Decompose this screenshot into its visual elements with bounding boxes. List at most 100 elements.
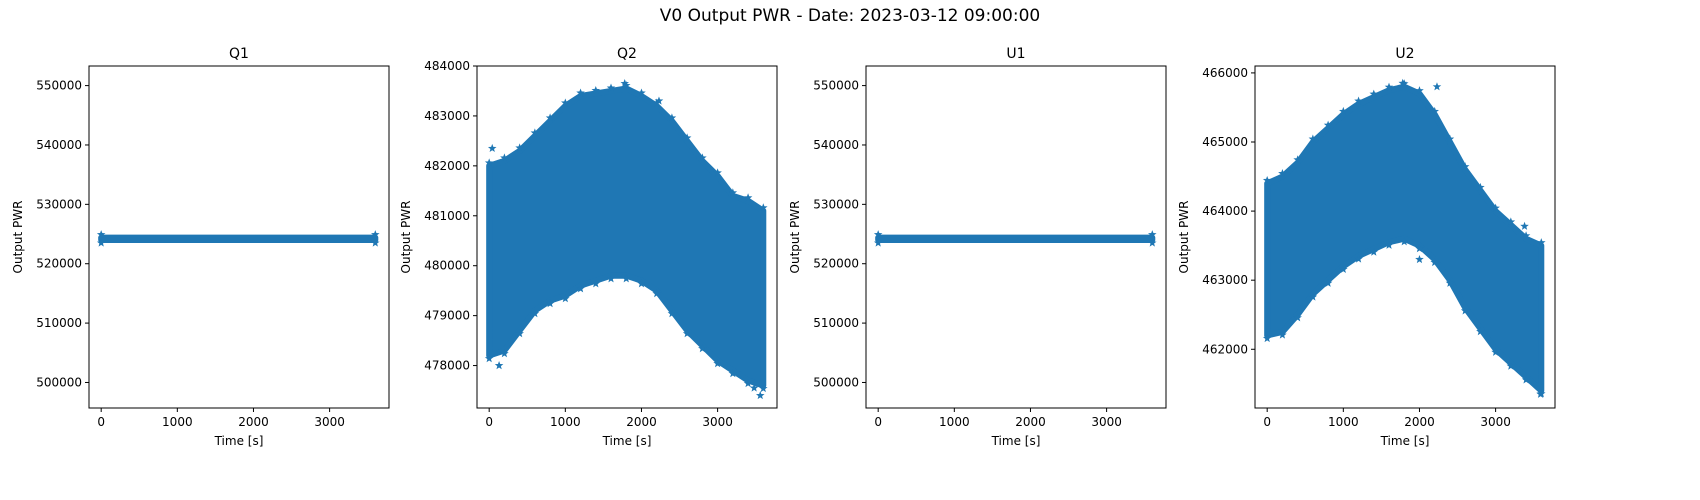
data-point	[1445, 278, 1455, 287]
subplot-title: Q2	[617, 46, 637, 62]
data-point	[606, 83, 616, 92]
data-point	[1308, 134, 1318, 143]
y-tick-label: 510000	[813, 316, 859, 330]
x-tick-label: 0	[1263, 415, 1271, 429]
data-point	[1415, 86, 1424, 95]
data-point	[1262, 333, 1272, 343]
data-point-outlier	[494, 361, 504, 370]
data-point	[484, 158, 494, 167]
data-point	[1445, 134, 1455, 143]
y-tick-label: 466000	[1202, 66, 1248, 80]
data-point	[1521, 231, 1531, 240]
data-point	[698, 344, 707, 353]
data-point	[1369, 247, 1379, 256]
axes-frame	[476, 65, 778, 409]
data-point	[621, 274, 631, 283]
data-point	[515, 329, 524, 338]
data-point	[1339, 106, 1348, 115]
data-point	[576, 88, 585, 97]
y-tick-label: 500000	[36, 375, 82, 389]
subplot-title: U1	[1006, 46, 1025, 62]
data-point	[1323, 120, 1333, 129]
x-tick-label: 3000	[702, 415, 733, 429]
data-point	[1399, 237, 1409, 246]
x-axis-label: Time [s]	[991, 434, 1041, 448]
subplot-u2: 0 1000 2000 3000 462000 463000 464000 465000 466…	[1177, 46, 1556, 448]
subplot-u1: 0 1000 2000 3000 500000 510000 520000 530000 540…	[788, 46, 1167, 448]
subplot-title: Q1	[229, 46, 249, 62]
data-point	[1430, 106, 1439, 115]
subplot-title: U2	[1395, 46, 1414, 62]
x-tick-label: 1000	[1328, 415, 1359, 429]
y-tick-label: 482000	[424, 159, 470, 173]
data-point	[667, 309, 677, 318]
x-tick-label: 3000	[314, 415, 345, 429]
data-point	[873, 238, 883, 247]
subplot-q2: 0 1000 2000 3000 478000 479000 480000 481000 482…	[399, 46, 778, 448]
data-point	[1476, 327, 1485, 336]
data-point	[1308, 292, 1318, 301]
data-point	[682, 133, 692, 142]
data-point-outlier	[654, 96, 664, 105]
y-axis-label: Output PWR	[399, 201, 413, 274]
data-point	[1293, 155, 1302, 164]
data-point	[1521, 375, 1531, 384]
data-band	[98, 234, 379, 243]
data-point-outlier	[1536, 389, 1545, 398]
axes-frame	[1254, 65, 1556, 409]
data-point-outlier	[755, 391, 765, 400]
data-point	[484, 354, 494, 363]
data-point	[1430, 257, 1439, 267]
y-axis-label: Output PWR	[1177, 201, 1191, 274]
data-point	[500, 349, 509, 358]
data-point	[576, 284, 585, 293]
data-point	[1460, 162, 1470, 171]
data-point	[371, 238, 380, 247]
data-point	[728, 188, 738, 197]
x-tick-label: 0	[97, 415, 105, 429]
subplot-q1: 0 1000 2000 3000 500000 510000 520000 530000 540…	[11, 46, 390, 448]
data-point	[713, 168, 722, 177]
x-tick-label: 1000	[162, 415, 193, 429]
data-point	[1384, 240, 1394, 249]
data-point-outlier	[749, 383, 759, 392]
data-point	[515, 143, 524, 152]
y-tick-label: 550000	[36, 79, 82, 93]
data-point	[1491, 347, 1500, 356]
x-tick-label: 1000	[550, 415, 581, 429]
data-point	[591, 85, 601, 95]
y-tick-label: 465000	[1202, 135, 1248, 149]
y-tick-label: 462000	[1202, 342, 1248, 356]
y-tick-label: 520000	[36, 257, 82, 271]
data-point	[759, 203, 768, 212]
x-axis-label: Time [s]	[214, 434, 264, 448]
y-tick-label: 500000	[813, 375, 859, 389]
data-point	[96, 230, 106, 239]
axes-frame	[88, 65, 390, 409]
data-point	[371, 230, 380, 239]
data-point-outlier	[1398, 78, 1407, 87]
data-point-outlier	[1520, 221, 1529, 230]
data-point	[1148, 238, 1157, 247]
data-point	[591, 279, 601, 288]
y-tick-label: 483000	[424, 109, 470, 123]
x-axis-label: Time [s]	[602, 434, 652, 448]
y-axis-label: Output PWR	[11, 201, 25, 274]
data-point	[759, 384, 768, 393]
x-tick-label: 0	[874, 415, 882, 429]
axes-frame	[865, 65, 1167, 409]
data-point	[873, 230, 883, 239]
data-point	[545, 113, 555, 122]
data-point	[561, 294, 570, 303]
y-tick-label: 479000	[424, 309, 470, 323]
data-band	[875, 234, 1156, 243]
y-tick-label: 540000	[813, 138, 859, 152]
data-point	[545, 299, 555, 308]
y-tick-label: 480000	[424, 259, 470, 273]
data-point-outlier	[487, 143, 497, 153]
x-tick-label: 2000	[238, 415, 269, 429]
y-tick-label: 464000	[1202, 204, 1248, 218]
data-point	[1460, 306, 1470, 315]
data-point	[652, 98, 661, 107]
